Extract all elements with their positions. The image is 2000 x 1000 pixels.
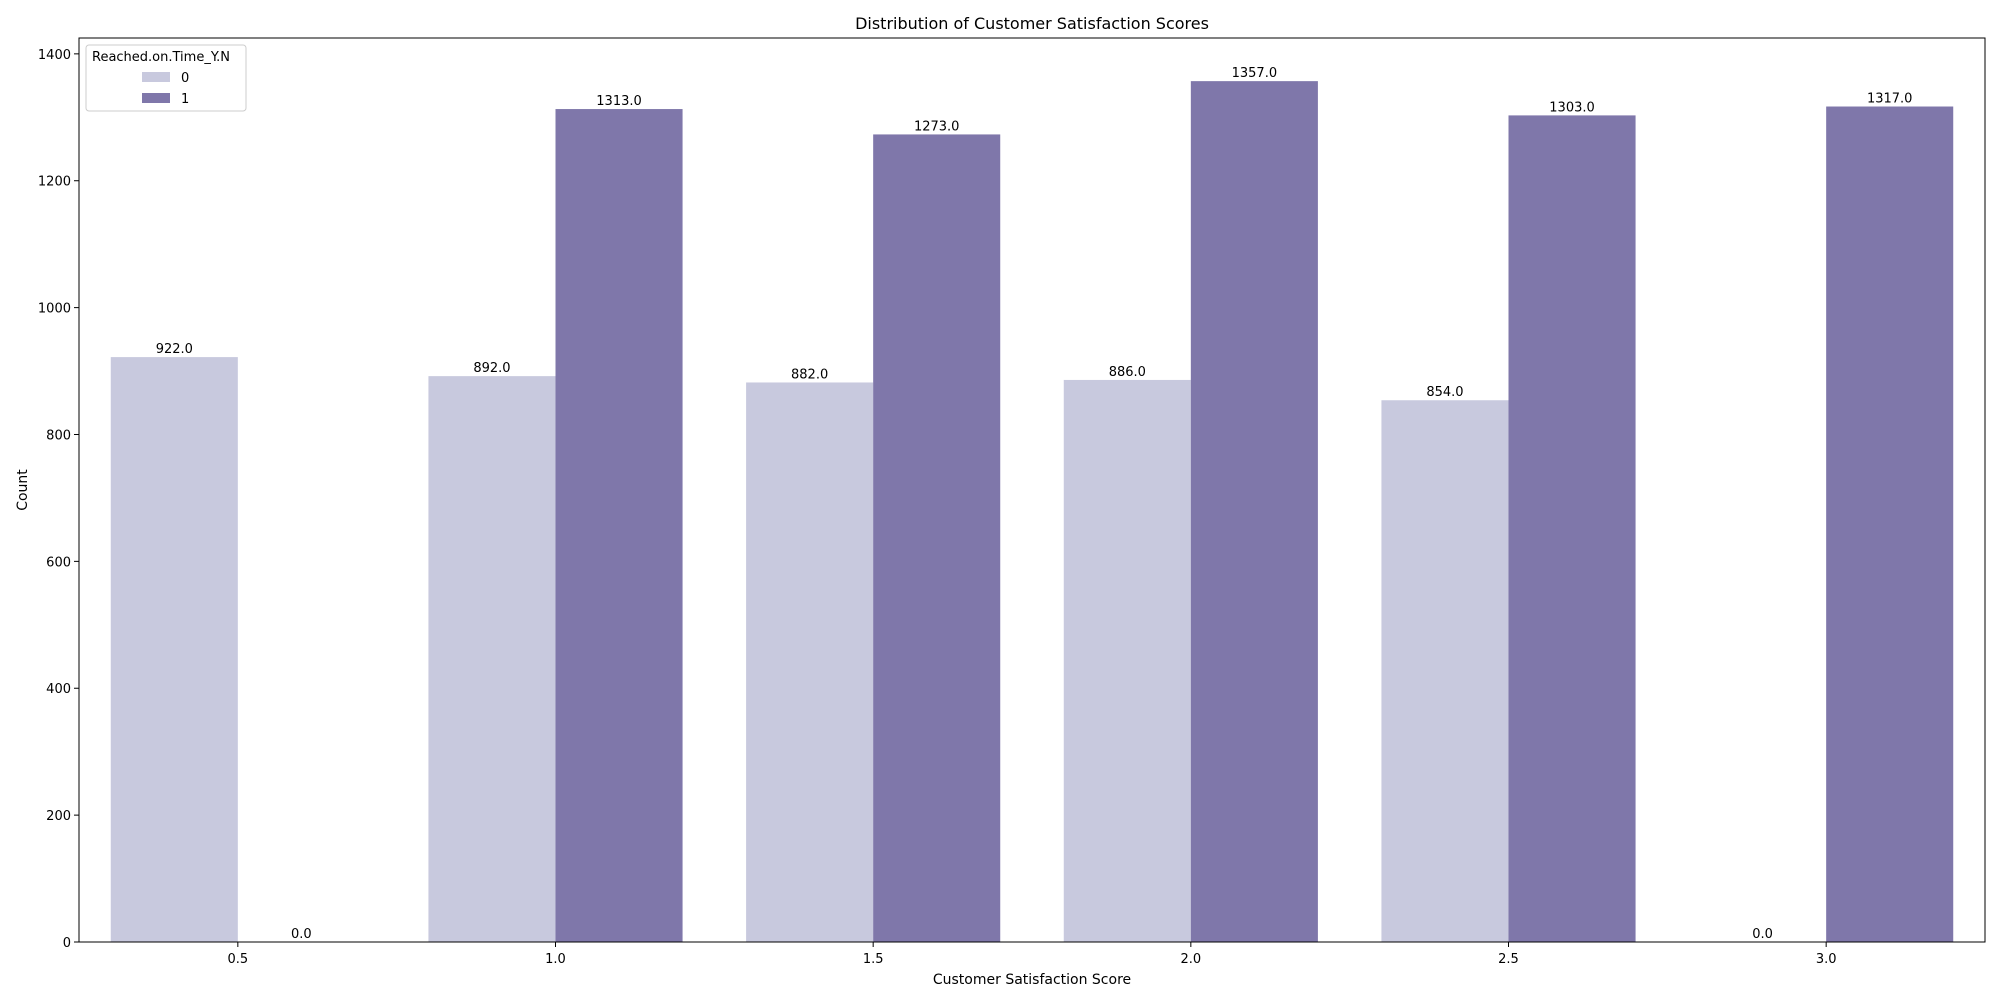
y-tick-label-400: 400 bbox=[46, 682, 71, 697]
bar-1-1.0 bbox=[555, 109, 683, 943]
legend: Reached.on.Time_Y.N 0 1 bbox=[85, 44, 247, 112]
x-tick-label-1.0: 1.0 bbox=[545, 952, 566, 967]
legend-swatch-0 bbox=[142, 72, 170, 82]
bar-labels-group: 922.0 892.0 882.0 886.0 854.0 0.0 0.0 1313.0 127… bbox=[156, 66, 1913, 942]
bar-0-1.5 bbox=[746, 382, 874, 943]
y-tick-label-200: 200 bbox=[46, 809, 71, 824]
y-tick-label-0: 0 bbox=[63, 936, 71, 951]
plot-frame bbox=[78, 37, 1986, 943]
x-axis: 0.5 1.0 1.5 2.0 2.5 3.0 bbox=[227, 942, 1837, 967]
legend-swatch-1 bbox=[142, 93, 170, 103]
y-tick-label-1400: 1400 bbox=[38, 48, 71, 63]
bar-label-1-1.5: 1273.0 bbox=[914, 119, 960, 134]
y-tick-label-1000: 1000 bbox=[38, 302, 71, 317]
bar-1-3.0 bbox=[1826, 106, 1954, 943]
bars-group bbox=[110, 81, 1954, 943]
bar-0-2.0 bbox=[1063, 379, 1191, 942]
x-tick-label-2.5: 2.5 bbox=[1498, 952, 1519, 967]
bar-label-1-3.0: 1317.0 bbox=[1867, 92, 1913, 107]
y-tick-label-800: 800 bbox=[46, 428, 71, 443]
y-axis-label: Count bbox=[15, 469, 31, 511]
bar-label-0-0.5: 922.0 bbox=[156, 342, 193, 357]
bar-label-0-3.0: 0.0 bbox=[1752, 927, 1773, 942]
bar-1-1.5 bbox=[873, 134, 1001, 943]
bar-0-0.5 bbox=[110, 357, 238, 942]
y-axis: 0 200 400 600 800 1000 1200 1400 bbox=[38, 48, 79, 951]
x-tick-label-0.5: 0.5 bbox=[227, 952, 248, 967]
legend-title: Reached.on.Time_Y.N bbox=[92, 50, 230, 65]
bar-0-2.5 bbox=[1381, 400, 1509, 942]
y-tick-label-1200: 1200 bbox=[38, 175, 71, 190]
chart-title: Distribution of Customer Satisfaction Sc… bbox=[855, 14, 1209, 33]
x-tick-label-2.0: 2.0 bbox=[1180, 952, 1201, 967]
legend-label-1: 1 bbox=[181, 92, 189, 107]
x-tick-label-1.5: 1.5 bbox=[863, 952, 884, 967]
bar-label-0-1.5: 882.0 bbox=[791, 367, 828, 382]
bar-label-1-2.5: 1303.0 bbox=[1549, 100, 1595, 115]
bar-label-1-0.5: 0.0 bbox=[291, 927, 312, 942]
bar-label-0-2.5: 854.0 bbox=[1426, 385, 1463, 400]
bar-0-1.0 bbox=[428, 376, 556, 943]
bar-label-1-2.0: 1357.0 bbox=[1232, 66, 1278, 81]
bar-1-2.0 bbox=[1190, 81, 1318, 942]
legend-label-0: 0 bbox=[181, 71, 189, 86]
bar-label-0-1.0: 892.0 bbox=[473, 361, 510, 376]
bar-label-0-2.0: 886.0 bbox=[1109, 365, 1146, 380]
x-tick-label-3.0: 3.0 bbox=[1816, 952, 1837, 967]
bar-1-2.5 bbox=[1508, 115, 1636, 943]
x-axis-label: Customer Satisfaction Score bbox=[933, 972, 1131, 988]
bar-label-1-1.0: 1313.0 bbox=[596, 94, 642, 109]
y-tick-label-600: 600 bbox=[46, 555, 71, 570]
